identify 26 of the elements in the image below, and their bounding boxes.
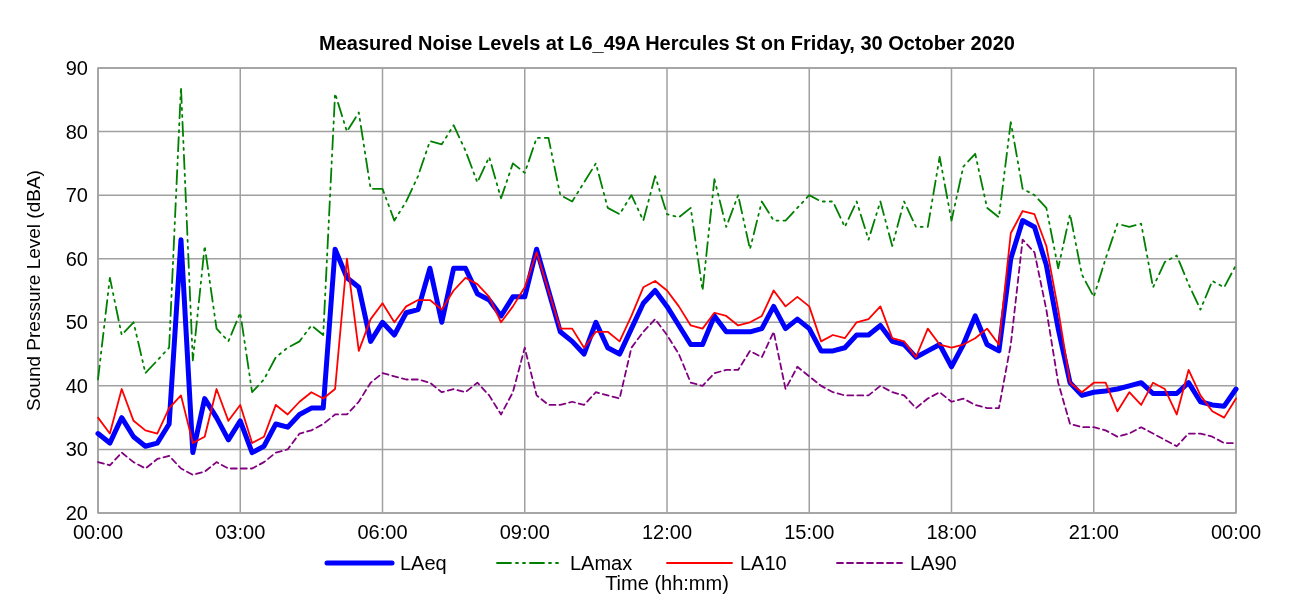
legend-label: LAmax: [570, 552, 633, 574]
x-tick-label: 00:00: [1210, 521, 1262, 543]
x-axis-title: Time (hh:mm): [605, 572, 729, 594]
x-tick-label: 09:00: [499, 521, 550, 543]
y-tick-label: 60: [65, 247, 88, 270]
legend-label: LA90: [910, 552, 957, 574]
y-tick-label: 70: [65, 184, 88, 207]
x-tick-label: 18:00: [926, 521, 977, 543]
line-series: [97, 238, 1237, 476]
y-tick-label: 80: [65, 120, 88, 143]
x-tick-label: 00:00: [72, 521, 124, 543]
chart-title: Measured Noise Levels at L6_49A Hercules St on Friday, 30 October 2020: [319, 32, 1015, 54]
x-tick-label: 12:00: [641, 521, 693, 543]
legend-label: LAeq: [400, 552, 447, 574]
line-series: [97, 86, 1237, 394]
y-tick-label: 20: [65, 502, 88, 524]
y-tick-label: 90: [65, 57, 88, 79]
legend-label: LA10: [740, 552, 787, 574]
y-tick-label: 30: [65, 438, 88, 461]
y-tick-label: 40: [65, 374, 88, 397]
x-tick-label: 21:00: [1068, 521, 1119, 543]
x-tick-label: 03:00: [215, 521, 266, 543]
y-tick-label: 50: [65, 311, 88, 334]
y-axis-title: Sound Pressure Level (dBA): [23, 170, 44, 411]
x-tick-label: 06:00: [357, 521, 408, 543]
x-tick-label: 15:00: [784, 521, 835, 543]
